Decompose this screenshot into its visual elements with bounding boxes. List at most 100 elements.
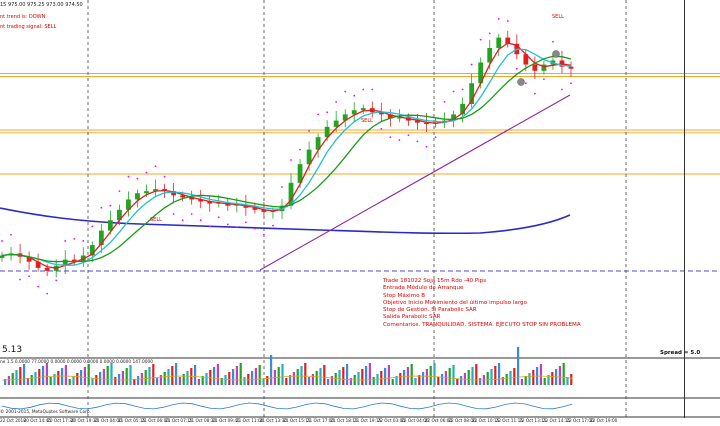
candle-body — [261, 209, 267, 212]
time-axis-label: 22 Oct 13:15 — [519, 418, 547, 423]
volume-bar — [315, 371, 318, 385]
volume-bar — [114, 377, 117, 385]
candle-body — [396, 117, 402, 119]
volume-bar — [433, 363, 436, 385]
volume-bar — [441, 374, 444, 385]
volume-bar — [163, 372, 166, 385]
volume-bar — [220, 378, 223, 385]
volume-bar — [45, 363, 48, 385]
sar-dot — [46, 292, 49, 295]
sar-dot — [344, 90, 347, 93]
sell-label: SELL — [361, 118, 373, 124]
sar-dot — [244, 221, 247, 224]
volume-bar — [513, 368, 516, 385]
volume-bar — [42, 366, 45, 385]
volume-bar — [197, 379, 200, 385]
volume-bar — [182, 374, 185, 385]
volume-bar — [228, 372, 231, 385]
sar-dot — [416, 140, 419, 143]
candle-body — [288, 182, 294, 206]
volume-bar — [201, 376, 204, 385]
volume-bar — [53, 374, 56, 385]
time-axis-label: 20 Oct 14:45 — [23, 418, 51, 423]
volume-bar — [61, 368, 64, 385]
volume-bar — [490, 369, 493, 385]
spread-readout: Spread = 5.0 — [660, 350, 701, 356]
sar-dot — [317, 113, 320, 116]
sar-dot — [272, 224, 274, 227]
volume-bar — [365, 366, 368, 385]
candle-body — [469, 83, 475, 104]
trade-notes: Trade 181022 Soja 15m Rdo -40 Pips Entra… — [383, 278, 581, 329]
volume-bar — [292, 372, 295, 385]
candle-body — [171, 191, 177, 196]
volume-bar — [498, 363, 501, 385]
sar-dot — [497, 18, 500, 20]
sar-dot — [28, 275, 30, 278]
volume-bar — [270, 355, 273, 385]
sar-dot — [506, 20, 509, 22]
volume-bar — [235, 366, 238, 385]
sar-dot — [73, 237, 76, 240]
volume-indicator-header: ne 1.5 0.0000 77.0000 0.0000 0.0000 0.00… — [0, 360, 153, 365]
volume-bar — [254, 368, 257, 385]
volume-bar — [83, 367, 86, 385]
time-axis-label: 22 Oct 17:00 — [566, 418, 594, 423]
volume-bar — [19, 367, 22, 385]
sar-dot — [217, 216, 220, 219]
volume-bar — [448, 368, 451, 385]
candle-body — [279, 205, 285, 212]
candle-body — [44, 267, 50, 271]
volume-bar — [422, 372, 425, 385]
candle-body — [107, 220, 113, 231]
slow-moving-average — [1, 55, 572, 263]
volume-bar — [72, 376, 75, 385]
note-line: Salida Parabolic SAR — [383, 314, 441, 321]
volume-bar — [57, 371, 60, 385]
volume-bar — [387, 365, 390, 385]
volume-bar — [452, 365, 455, 385]
time-axis-label: 22 Oct 19:00 — [590, 418, 618, 423]
time-axis-label: 21 Oct 05:15 — [118, 418, 146, 423]
candle-body — [306, 149, 312, 165]
time-axis-label: 21 Oct 06:00 — [141, 418, 169, 423]
sar-dot — [253, 227, 256, 230]
sar-dot — [263, 233, 265, 236]
volume-bar — [308, 377, 311, 385]
sar-dot — [100, 206, 103, 209]
volume-bar — [357, 372, 360, 385]
time-axis-label: 21 Oct 15:15 — [283, 418, 311, 423]
sar-dot — [190, 213, 193, 215]
volume-bar — [76, 373, 79, 385]
fast-moving-average — [1, 42, 572, 269]
volume-bar — [460, 376, 463, 385]
volume-bar — [304, 363, 307, 385]
volume-bar — [368, 363, 371, 385]
volume-bar — [213, 367, 216, 385]
volume-bar — [410, 364, 413, 385]
volume-bar — [380, 371, 383, 385]
sar-dot — [136, 177, 139, 180]
volume-bar — [156, 378, 159, 385]
ohlc-readout: 15 975.00 975.25 973.00 974.50 — [0, 2, 83, 8]
volume-bar — [471, 367, 474, 385]
medium-moving-average — [1, 48, 572, 266]
trading-signal: nt trading signal: SELL — [0, 24, 57, 30]
note-line: Stop Máximo B — [383, 292, 426, 299]
volume-bar — [167, 369, 170, 385]
sar-dot — [281, 186, 283, 188]
volume-bar — [418, 375, 421, 385]
candle-body — [424, 122, 429, 124]
note-line: Entrada Módulo de Arranque — [383, 285, 464, 292]
time-axis-label: 21 Oct 13:30 — [259, 418, 287, 423]
sar-dot — [443, 101, 446, 103]
note-line: Trade 181022 Soja 15m Rdo -40 Pips — [383, 278, 487, 284]
volume-bar — [232, 369, 235, 385]
sar-dot — [461, 88, 464, 91]
volume-bar — [15, 370, 18, 385]
volume-bar — [91, 378, 94, 385]
sell-label: SELL — [552, 14, 564, 20]
candle-body — [62, 259, 68, 266]
